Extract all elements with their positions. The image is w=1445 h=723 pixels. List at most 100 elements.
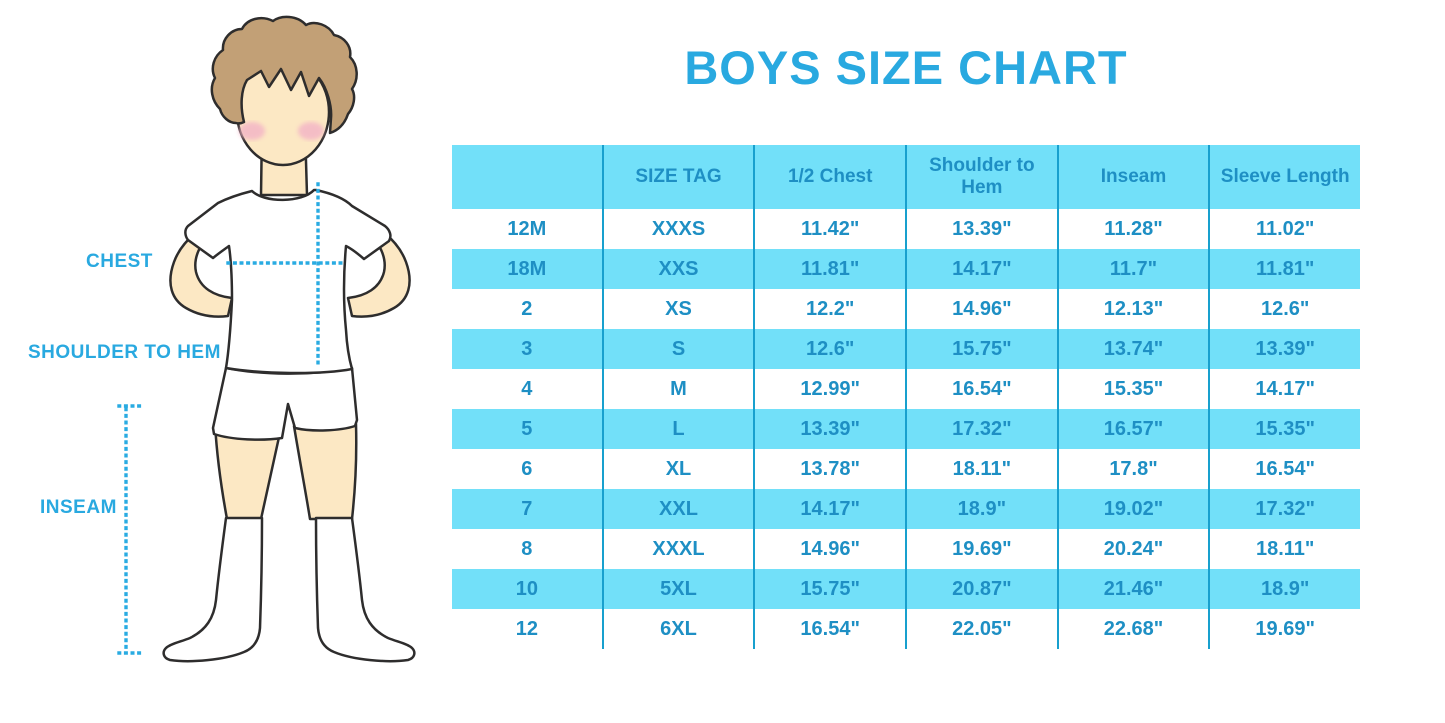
table-cell: 22.68": [1056, 609, 1209, 649]
table-cell: XXXS: [601, 209, 754, 249]
table-cell: 22.05": [905, 609, 1057, 649]
table-cell: 12M: [507, 217, 547, 240]
table-cell: 11.7": [1056, 249, 1209, 289]
table-header-size: [452, 145, 602, 209]
size-table: SIZE TAG 1/2 Chest Shoulder to Hem Insea…: [452, 145, 1360, 649]
table-cell: 3: [521, 337, 533, 360]
table-cell: 11.42": [753, 209, 905, 249]
measurement-diagram: CHEST SHOULDER TO HEM INSEAM: [0, 0, 450, 723]
inseam-label: INSEAM: [40, 497, 117, 518]
table-cell: 21.46": [1056, 569, 1209, 609]
shorts: [211, 366, 359, 441]
table-cell: 20.87": [905, 569, 1057, 609]
table-row: 12M XXXS 11.42" 13.39" 11.28" 11.02": [452, 209, 1360, 249]
table-header-half-chest: 1/2 Chest: [753, 145, 905, 209]
table-cell: 17.32": [905, 409, 1057, 449]
table-row: 12 6XL 16.54" 22.05" 22.68" 19.69": [452, 609, 1360, 649]
table-cell: 15.35": [1056, 369, 1209, 409]
table-cell: 5: [521, 417, 533, 440]
size-table-body: 12M XXXS 11.42" 13.39" 11.28" 11.02" 18M XXS 11.…: [452, 209, 1360, 649]
table-cell: 10: [515, 577, 538, 600]
table-cell: 11.81": [753, 249, 905, 289]
table-cell: 14.17": [1208, 369, 1360, 409]
table-cell: 12.2": [753, 289, 905, 329]
table-cell: 12.13": [1056, 289, 1209, 329]
table-cell: 6XL: [601, 609, 754, 649]
table-cell: 16.57": [1056, 409, 1209, 449]
table-row: 2 XS 12.2" 14.96" 12.13" 12.6": [452, 289, 1360, 329]
table-cell: 12.6": [753, 329, 905, 369]
table-cell: 6: [521, 457, 533, 480]
arms: [169, 213, 411, 318]
table-cell: 19.02": [1056, 489, 1209, 529]
table-row: 18M XXS 11.81" 14.17" 11.7" 11.81": [452, 249, 1360, 289]
table-cell: 5XL: [601, 569, 754, 609]
table-cell: 14.17": [753, 489, 905, 529]
table-cell: 7: [521, 497, 533, 520]
table-cell: 16.54": [753, 609, 905, 649]
table-cell: 15.35": [1208, 409, 1360, 449]
table-row: 5 L 13.39" 17.32" 16.57" 15.35": [452, 409, 1360, 449]
inseam-measure-line: [117, 404, 142, 655]
table-cell: M: [601, 369, 754, 409]
table-cell: 13.39": [1208, 329, 1360, 369]
table-cell: 18.9": [905, 489, 1057, 529]
table-cell: 18M: [507, 257, 547, 280]
table-cell: 13.39": [905, 209, 1057, 249]
table-cell: 18.9": [1208, 569, 1360, 609]
boy-illustration: [117, 15, 416, 663]
table-row: 6 XL 13.78" 18.11" 17.8" 16.54": [452, 449, 1360, 489]
table-row: 3 S 12.6" 15.75" 13.74" 13.39": [452, 329, 1360, 369]
table-cell: 16.54": [905, 369, 1057, 409]
table-cell: 13.78": [753, 449, 905, 489]
table-row: 4 M 12.99" 16.54" 15.35" 14.17": [452, 369, 1360, 409]
table-cell: 13.39": [753, 409, 905, 449]
table-row: 8 XXXL 14.96" 19.69" 20.24" 18.11": [452, 529, 1360, 569]
table-cell: 18.11": [905, 449, 1057, 489]
table-cell: 11.28": [1056, 209, 1209, 249]
table-cell: XL: [601, 449, 754, 489]
table-cell: 19.69": [905, 529, 1057, 569]
table-cell: 4: [521, 377, 533, 400]
table-cell: 14.17": [905, 249, 1057, 289]
table-cell: L: [601, 409, 754, 449]
socks: [162, 516, 416, 663]
table-cell: 8: [521, 537, 533, 560]
table-cell: 13.74": [1056, 329, 1209, 369]
table-cell: 18.11": [1208, 529, 1360, 569]
table-cell: 2: [521, 297, 533, 320]
cheeks: [239, 122, 324, 140]
table-cell: 15.75": [753, 569, 905, 609]
table-cell: 11.81": [1208, 249, 1360, 289]
page-title: BOYS SIZE CHART: [684, 41, 1128, 94]
table-cell: 11.02": [1208, 209, 1360, 249]
table-header-row: SIZE TAG 1/2 Chest Shoulder to Hem Insea…: [452, 145, 1360, 209]
table-cell: 19.69": [1208, 609, 1360, 649]
table-row: 7 XXL 14.17" 18.9" 19.02" 17.32": [452, 489, 1360, 529]
table-header-shoulder-to-hem: Shoulder to Hem: [905, 145, 1057, 209]
hair: [210, 15, 358, 135]
chest-label: CHEST: [86, 251, 153, 272]
table-header-sleeve-length: Sleeve Length: [1208, 145, 1360, 209]
table-cell: 17.8": [1056, 449, 1209, 489]
table-cell: XXS: [601, 249, 754, 289]
table-cell: 12.99": [753, 369, 905, 409]
table-cell: 14.96": [753, 529, 905, 569]
table-cell: 20.24": [1056, 529, 1209, 569]
table-cell: S: [601, 329, 754, 369]
table-cell: 15.75": [905, 329, 1057, 369]
table-cell: 12.6": [1208, 289, 1360, 329]
table-cell: 12: [515, 617, 538, 640]
table-cell: XXXL: [601, 529, 754, 569]
table-cell: XXL: [601, 489, 754, 529]
table-cell: 17.32": [1208, 489, 1360, 529]
table-cell: 16.54": [1208, 449, 1360, 489]
tshirt: [184, 188, 392, 375]
table-row: 10 5XL 15.75" 20.87" 21.46" 18.9": [452, 569, 1360, 609]
shoulder-to-hem-label: SHOULDER TO HEM: [28, 342, 221, 363]
table-cell: XS: [601, 289, 754, 329]
table-header-size-tag: SIZE TAG: [601, 145, 754, 209]
table-header-inseam: Inseam: [1056, 145, 1209, 209]
table-cell: 14.96": [905, 289, 1057, 329]
